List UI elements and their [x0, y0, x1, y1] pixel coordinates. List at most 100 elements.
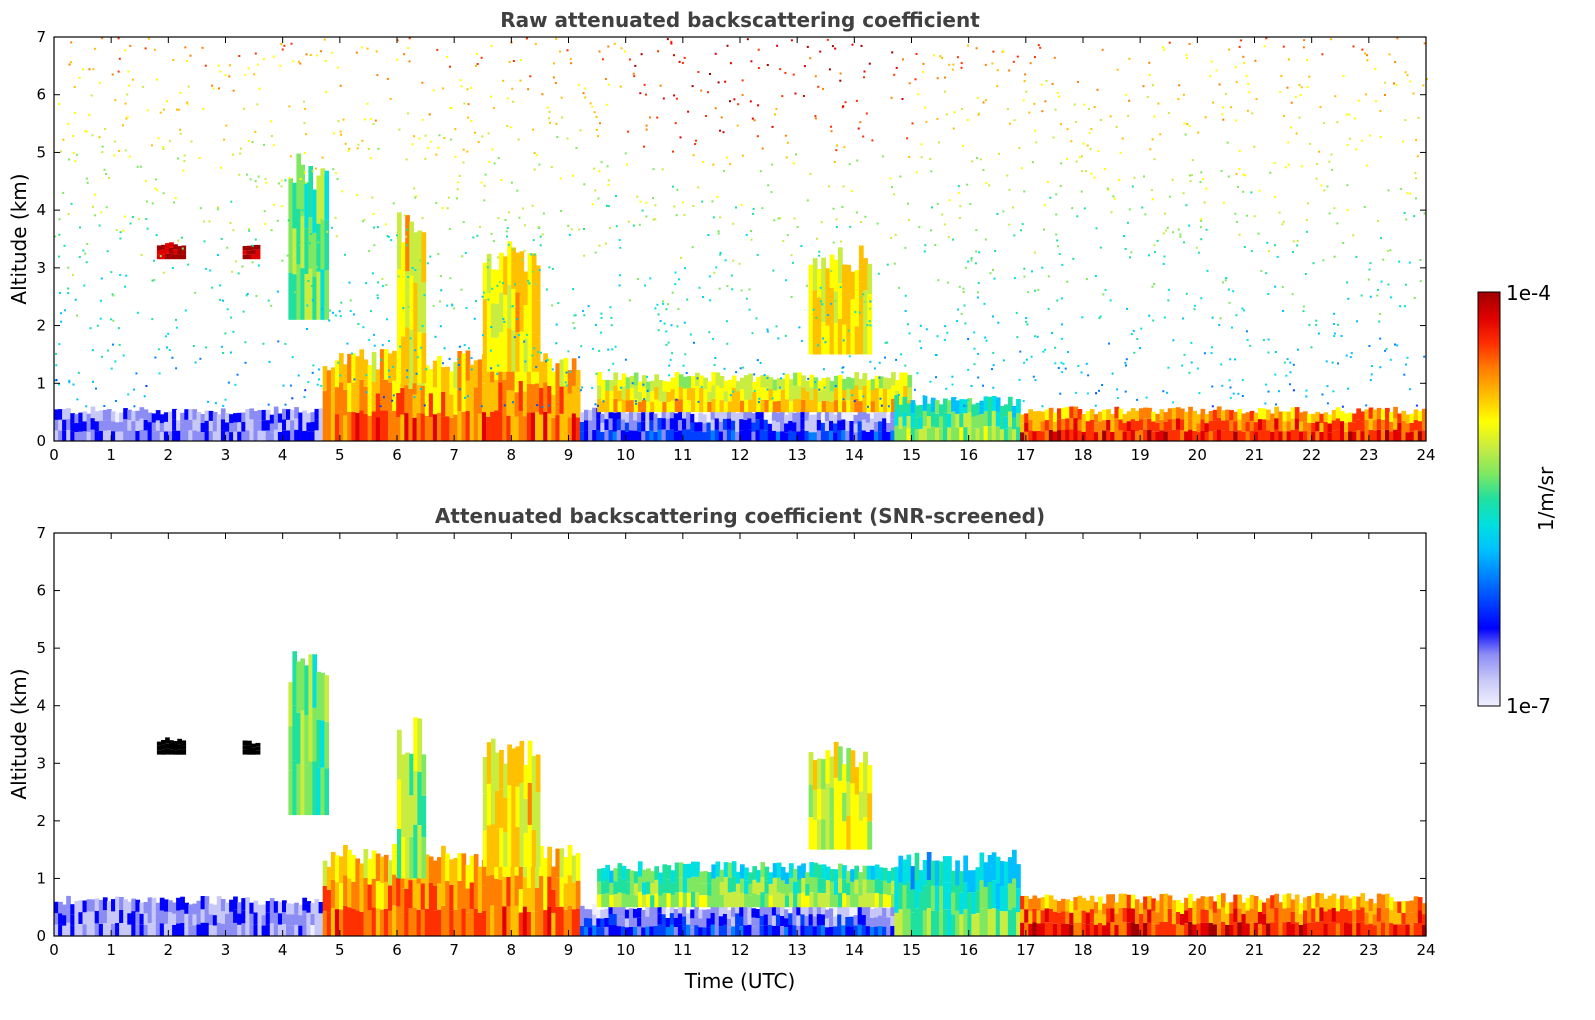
boundary-layer-morning-cell: [477, 866, 483, 890]
noise-speckle: [770, 191, 773, 194]
boundary-layer-midday-cell: [624, 422, 630, 432]
noise-speckle: [72, 151, 75, 154]
noise-speckle: [656, 303, 659, 306]
surface-noise-cell: [208, 410, 214, 421]
boundary-layer-midday-cell: [788, 420, 793, 431]
noise-speckle: [1312, 262, 1315, 265]
noise-speckle: [920, 156, 923, 159]
noise-speckle: [1423, 355, 1426, 358]
y-axis-label-screened: Altitude (km): [7, 668, 31, 799]
boundary-layer-evening-cell: [1257, 923, 1263, 936]
noise-speckle: [348, 147, 351, 150]
noise-speckle: [1153, 115, 1156, 118]
boundary-layer-evening-cell: [1389, 431, 1394, 441]
boundary-layer-top-midday-cell: [633, 895, 639, 908]
boundary-layer-evening-cell: [1241, 913, 1247, 925]
noise-speckle: [85, 177, 88, 180]
noise-speckle: [724, 259, 727, 262]
noise-speckle: [465, 306, 468, 309]
boundary-layer-midday-cell: [612, 422, 618, 432]
noise-speckle: [863, 76, 865, 79]
boundary-layer-morning-cell: [539, 876, 544, 906]
boundary-layer-midday-cell: [624, 927, 630, 936]
boundary-layer-midday-cell: [784, 927, 789, 936]
noise-speckle: [814, 75, 817, 78]
noise-speckle: [1090, 128, 1093, 131]
noise-speckle: [1081, 170, 1084, 173]
virga-1-cell: [308, 268, 313, 320]
boundary-layer-afternoon-cell: [930, 397, 936, 413]
noise-speckle: [1139, 347, 1141, 350]
noise-speckle: [127, 70, 130, 73]
boundary-layer-afternoon-cell: [939, 416, 944, 429]
noise-speckle: [276, 290, 279, 293]
boundary-layer-midday-cell: [857, 913, 863, 925]
noise-speckle: [602, 400, 605, 403]
cloud-elevated-2-cell: [246, 254, 252, 260]
noise-speckle: [1333, 207, 1336, 210]
boundary-layer-midday-cell: [755, 419, 761, 431]
noise-speckle: [712, 163, 715, 166]
noise-speckle: [330, 51, 333, 54]
noise-speckle: [416, 356, 419, 359]
boundary-layer-top-midday-cell: [613, 385, 619, 399]
noise-speckle: [583, 183, 586, 186]
boundary-layer-evening-cell: [1335, 911, 1341, 924]
noise-speckle: [725, 156, 728, 159]
boundary-layer-evening-cell: [1364, 912, 1370, 925]
surface-noise-cell: [172, 419, 177, 431]
boundary-layer-evening-cell: [1200, 419, 1206, 431]
boundary-layer-top-midday-cell: [784, 373, 790, 387]
noise-speckle: [1306, 59, 1309, 62]
virga-2-cell: [417, 718, 423, 772]
boundary-layer-morning-cell: [379, 379, 385, 411]
noise-speckle: [983, 302, 986, 305]
noise-speckle: [988, 184, 991, 187]
noise-speckle: [1075, 391, 1078, 394]
virga-2-cell: [409, 836, 414, 879]
boundary-layer-top-midday-cell: [813, 862, 819, 878]
noise-speckle: [503, 320, 506, 323]
boundary-layer-midday-cell: [661, 429, 667, 441]
boundary-layer-afternoon-cell: [902, 411, 908, 427]
noise-speckle: [893, 193, 896, 196]
noise-speckle: [1280, 75, 1283, 77]
noise-speckle: [551, 267, 554, 270]
noise-speckle: [1400, 187, 1403, 190]
boundary-layer-top-midday-cell: [907, 375, 913, 388]
noise-speckle: [1008, 188, 1011, 191]
boundary-layer-top-midday-cell: [740, 400, 745, 413]
noise-speckle: [248, 228, 250, 231]
boundary-layer-midday-cell: [747, 406, 753, 419]
boundary-layer-evening-cell: [1028, 898, 1033, 912]
boundary-layer-afternoon-cell: [995, 411, 1001, 427]
noise-speckle: [403, 214, 406, 217]
boundary-layer-evening-cell: [1110, 414, 1115, 423]
boundary-layer-afternoon-cell: [967, 412, 973, 427]
boundary-layer-morning-cell: [490, 905, 495, 936]
virga-1-cell: [320, 168, 325, 219]
boundary-layer-evening-cell: [1069, 924, 1074, 936]
virga-4-cell: [812, 790, 818, 820]
boundary-layer-morning-cell: [465, 350, 471, 381]
noise-speckle: [859, 121, 862, 124]
boundary-layer-evening-cell: [1151, 411, 1156, 422]
noise-speckle: [697, 186, 700, 189]
surface-low-signal-cell: [155, 924, 161, 936]
noise-speckle: [93, 193, 96, 196]
boundary-layer-midday-cell: [706, 927, 712, 936]
boundary-layer-morning-cell: [481, 383, 487, 413]
boundary-layer-evening-cell: [1356, 419, 1361, 431]
boundary-layer-midday-cell: [600, 918, 605, 928]
noise-speckle: [1112, 195, 1115, 198]
noise-speckle: [322, 218, 325, 221]
noise-speckle: [798, 326, 801, 329]
virga-3-cell: [486, 293, 492, 333]
noise-speckle: [1087, 108, 1090, 110]
boundary-layer-evening-cell: [1335, 407, 1341, 419]
virga-1-cell: [324, 270, 329, 320]
noise-speckle: [729, 62, 732, 65]
boundary-layer-afternoon-cell: [1016, 888, 1021, 913]
boundary-layer-top-midday-cell: [617, 401, 623, 413]
boundary-layer-top-midday-cell: [784, 895, 790, 908]
